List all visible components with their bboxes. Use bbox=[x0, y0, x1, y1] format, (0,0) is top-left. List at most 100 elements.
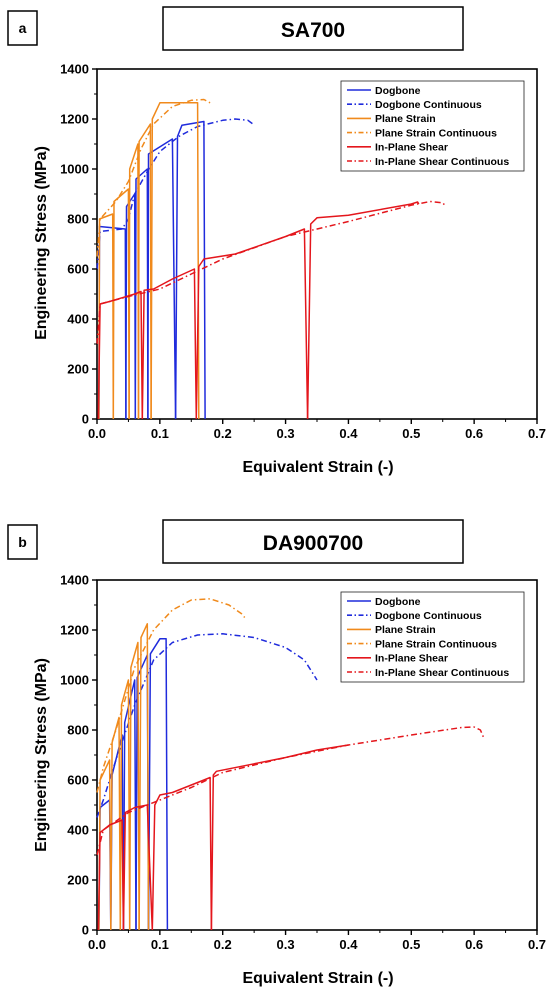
series-plane-strain bbox=[98, 102, 200, 420]
y-tick-label: 200 bbox=[67, 873, 89, 888]
y-tick-label: 1200 bbox=[60, 112, 89, 127]
x-ticks-b: 0.0 0.1 0.2 0.3 0.4 0.5 0.6 0.7 bbox=[88, 930, 546, 952]
series-dogbone-continuous bbox=[96, 118, 254, 270]
series-line bbox=[96, 118, 254, 270]
x-ticks-a: 0.0 0.1 0.2 0.3 0.4 0.5 0.6 0.7 bbox=[88, 419, 546, 441]
series-in-plane-shear bbox=[97, 744, 349, 931]
series-line bbox=[147, 638, 169, 931]
y-tick-label: 400 bbox=[67, 823, 89, 838]
legend-label: Dogbone Continuous bbox=[375, 99, 482, 111]
series-line bbox=[98, 799, 112, 931]
legend-b: Dogbone Dogbone Continuous Plane Strain Pla… bbox=[340, 591, 525, 683]
legend-label: In-Plane Shear Continuous bbox=[375, 156, 509, 168]
legend-label: In-Plane Shear Continuous bbox=[375, 667, 509, 679]
series-line bbox=[137, 123, 152, 420]
x-tick-label: 0.2 bbox=[214, 937, 232, 952]
x-tick-label: 0.7 bbox=[528, 426, 546, 441]
series-line bbox=[128, 641, 140, 931]
legend-label: Dogbone bbox=[375, 85, 421, 97]
title-box-a: SA700 bbox=[162, 6, 464, 51]
x-tick-label: 0.3 bbox=[277, 937, 295, 952]
series-line bbox=[97, 819, 125, 931]
y-ticks-b: 0 200 400 600 800 1000 1200 1400 bbox=[60, 573, 97, 938]
x-tick-label: 0.7 bbox=[528, 937, 546, 952]
y-tick-label: 1000 bbox=[60, 162, 89, 177]
y-tick-label: 800 bbox=[67, 723, 89, 738]
chart-title-b: DA900700 bbox=[263, 532, 363, 555]
x-tick-label: 0.6 bbox=[465, 426, 483, 441]
y-tick-label: 1000 bbox=[60, 673, 89, 688]
series-line bbox=[110, 716, 122, 931]
x-tick-label: 0.0 bbox=[88, 426, 106, 441]
x-tick-label: 0.6 bbox=[465, 937, 483, 952]
legend-label: Plane Strain Continuous bbox=[375, 127, 497, 139]
legend-label: Dogbone bbox=[375, 596, 421, 608]
panel-letter-b: b bbox=[18, 534, 27, 550]
series-in-plane-shear bbox=[97, 201, 420, 420]
x-axis-label-b: Equivalent Strain (-) bbox=[242, 970, 393, 987]
y-tick-label: 400 bbox=[67, 312, 89, 327]
series-line bbox=[96, 726, 485, 856]
y-tick-label: 600 bbox=[67, 262, 89, 277]
y-axis-label-b: Engineering Stress (MPa) bbox=[33, 658, 50, 852]
chart-title-a: SA700 bbox=[281, 19, 345, 42]
series-line bbox=[306, 201, 420, 420]
chart-panel-a: a SA700 0.0 0.1 0.2 0.3 0.4 0.5 0.6 0.7 0 200 400… bbox=[7, 6, 546, 476]
series-line bbox=[98, 759, 112, 931]
y-tick-label: 1400 bbox=[60, 62, 89, 77]
series-line bbox=[195, 228, 309, 420]
series-line bbox=[138, 623, 150, 931]
series-line bbox=[122, 804, 154, 931]
panel-letter-a: a bbox=[19, 20, 27, 36]
x-tick-label: 0.0 bbox=[88, 937, 106, 952]
legend-label: In-Plane Shear bbox=[375, 653, 448, 665]
x-tick-label: 0.3 bbox=[277, 426, 295, 441]
y-tick-label: 0 bbox=[82, 412, 89, 427]
series-line bbox=[125, 193, 137, 420]
x-tick-label: 0.4 bbox=[339, 426, 358, 441]
series-line bbox=[151, 776, 213, 931]
series-line bbox=[96, 200, 447, 345]
chart-panel-b: b DA900700 0.0 0.1 0.2 0.3 0.4 0.5 0.6 0.7 0 200… bbox=[7, 519, 546, 987]
panel-tag-b: b bbox=[7, 524, 38, 560]
series-line bbox=[96, 633, 318, 818]
x-tick-label: 0.5 bbox=[402, 426, 420, 441]
x-tick-label: 0.4 bbox=[339, 937, 358, 952]
y-tick-label: 1400 bbox=[60, 573, 89, 588]
x-tick-label: 0.1 bbox=[151, 426, 169, 441]
plot-area-a bbox=[96, 68, 538, 420]
plot-area-b bbox=[96, 579, 538, 931]
legend-label: Plane Strain bbox=[375, 113, 436, 125]
series-plane-strain bbox=[98, 623, 150, 931]
y-tick-label: 0 bbox=[82, 923, 89, 938]
legend-box bbox=[340, 80, 525, 172]
legend-label: In-Plane Shear bbox=[375, 142, 448, 154]
x-tick-label: 0.5 bbox=[402, 937, 420, 952]
series-line bbox=[150, 102, 200, 420]
legend-label: Plane Strain Continuous bbox=[375, 638, 497, 650]
series-line bbox=[119, 679, 131, 931]
series-dogbone-continuous bbox=[96, 633, 318, 818]
x-tick-label: 0.2 bbox=[214, 426, 232, 441]
y-tick-label: 600 bbox=[67, 773, 89, 788]
legend-label: Plane Strain bbox=[375, 624, 436, 636]
series-line bbox=[174, 120, 206, 420]
x-axis-label-a: Equivalent Strain (-) bbox=[242, 459, 393, 476]
series-line bbox=[210, 744, 349, 931]
series-in-plane-shear-continuous bbox=[96, 726, 485, 856]
series-line bbox=[141, 268, 198, 420]
x-tick-label: 0.1 bbox=[151, 937, 169, 952]
title-box-b: DA900700 bbox=[162, 519, 464, 564]
series-line bbox=[122, 679, 137, 931]
legend-a: Dogbone Dogbone Continuous Plane Strain Pla… bbox=[340, 80, 525, 172]
y-tick-label: 1200 bbox=[60, 623, 89, 638]
y-axis-label-a: Engineering Stress (MPa) bbox=[33, 146, 50, 340]
series-line bbox=[128, 143, 140, 420]
legend-label: Dogbone Continuous bbox=[375, 610, 482, 622]
legend-box bbox=[340, 591, 525, 683]
series-line bbox=[98, 213, 115, 420]
y-ticks-a: 0 200 400 600 800 1000 1200 1400 bbox=[60, 62, 97, 427]
y-tick-label: 800 bbox=[67, 212, 89, 227]
panel-tag-a: a bbox=[7, 10, 38, 46]
